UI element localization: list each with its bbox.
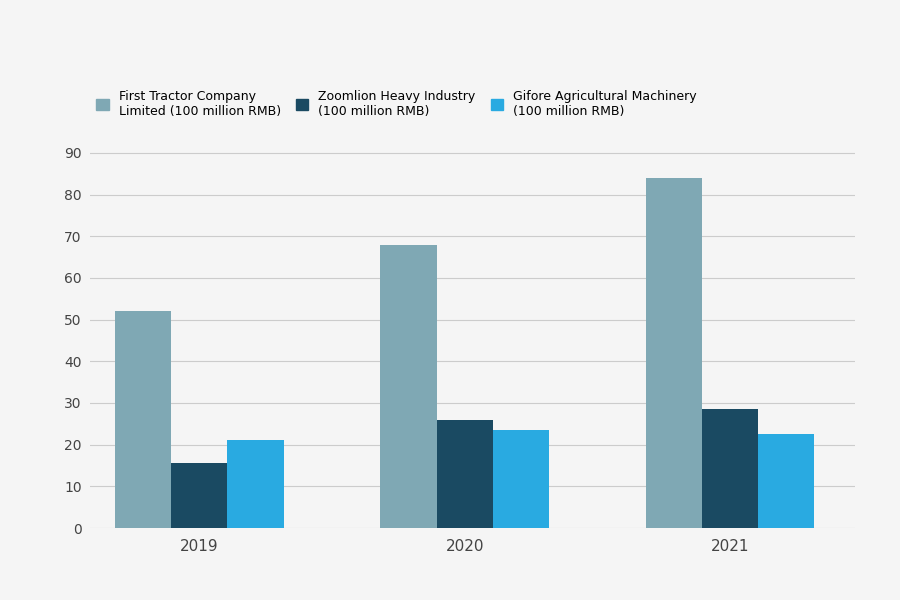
Bar xyxy=(381,245,436,528)
Bar xyxy=(493,430,549,528)
Bar xyxy=(228,440,284,528)
Bar xyxy=(758,434,814,528)
Legend: First Tractor Company
Limited (100 million RMB), Zoomlion Heavy Industry
(100 mi: First Tractor Company Limited (100 milli… xyxy=(96,90,697,118)
Bar xyxy=(646,178,702,528)
Bar xyxy=(702,409,758,528)
Bar xyxy=(171,463,228,528)
Bar xyxy=(436,419,493,528)
Bar xyxy=(115,311,171,528)
